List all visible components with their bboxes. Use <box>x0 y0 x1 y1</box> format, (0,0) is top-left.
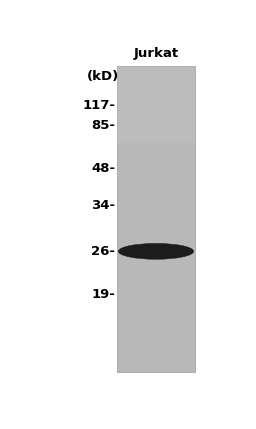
Bar <box>117 66 195 372</box>
Bar <box>117 66 195 143</box>
Ellipse shape <box>118 243 194 259</box>
Text: 117-: 117- <box>82 100 115 112</box>
Text: Jurkat: Jurkat <box>133 47 179 60</box>
Text: (kD): (kD) <box>87 70 120 83</box>
Text: 48-: 48- <box>91 162 115 175</box>
Text: 85-: 85- <box>91 119 115 132</box>
Text: 26-: 26- <box>91 245 115 258</box>
Text: 34-: 34- <box>91 199 115 211</box>
Text: 19-: 19- <box>91 288 115 301</box>
